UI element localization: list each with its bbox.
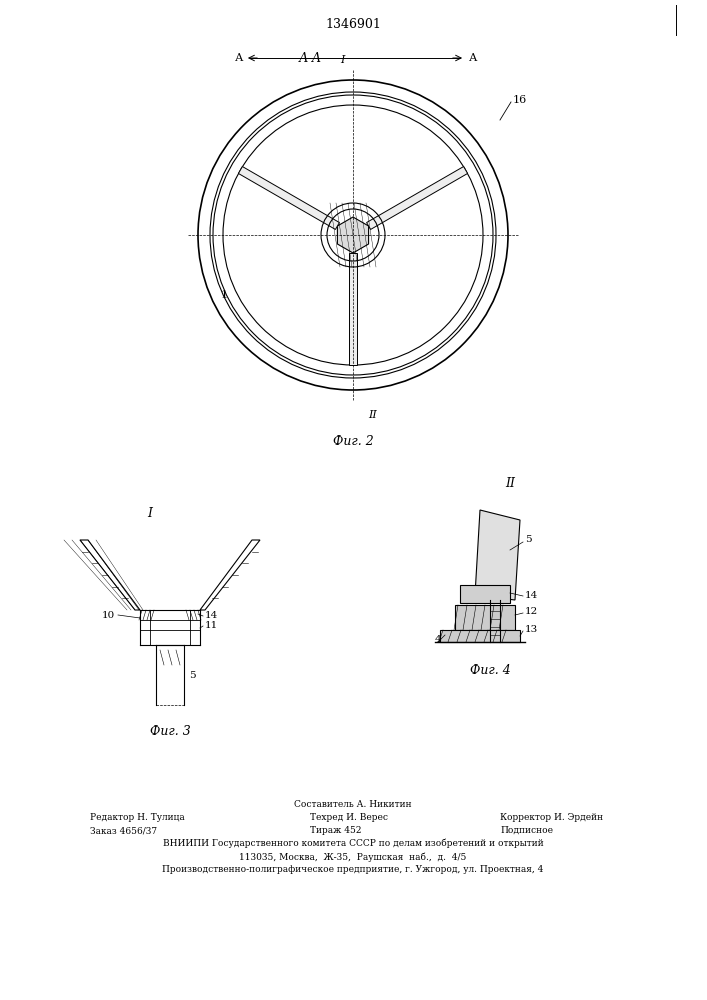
Bar: [440, 630, 520, 642]
Text: Редактор Н. Тулица: Редактор Н. Тулица: [90, 813, 185, 822]
Text: Фиг. 4: Фиг. 4: [469, 664, 510, 677]
Text: II: II: [505, 477, 515, 490]
Text: А-А: А-А: [298, 52, 322, 65]
Text: 5: 5: [189, 670, 196, 680]
Text: Заказ 4656/37: Заказ 4656/37: [90, 826, 157, 835]
Text: 12: 12: [525, 607, 538, 616]
Text: 13: 13: [525, 626, 538, 635]
Bar: [455, 605, 515, 630]
Polygon shape: [349, 253, 357, 365]
Polygon shape: [475, 510, 520, 600]
Text: Производственно-полиграфическое предприятие, г. Ужгород, ул. Проектная, 4: Производственно-полиграфическое предприя…: [163, 865, 544, 874]
Text: Подписное: Подписное: [500, 826, 553, 835]
Text: Составитель А. Никитин: Составитель А. Никитин: [294, 800, 411, 809]
Text: 14: 14: [205, 610, 218, 619]
Polygon shape: [367, 167, 467, 229]
Text: 10: 10: [102, 610, 115, 619]
Text: 1: 1: [221, 290, 228, 300]
Text: 1346901: 1346901: [325, 18, 381, 31]
Text: Фиг. 3: Фиг. 3: [150, 725, 190, 738]
Text: ВНИИПИ Государственного комитета СССР по делам изобретений и открытий: ВНИИПИ Государственного комитета СССР по…: [163, 839, 544, 848]
Text: А: А: [235, 53, 243, 63]
Text: I: I: [148, 507, 153, 520]
Text: I: I: [341, 55, 345, 65]
Text: А: А: [469, 53, 477, 63]
Text: 4: 4: [435, 636, 442, 645]
Polygon shape: [200, 540, 260, 610]
Text: 5: 5: [525, 536, 532, 544]
Text: 16: 16: [513, 95, 527, 105]
Text: Техред И. Верес: Техред И. Верес: [310, 813, 388, 822]
Text: Тираж 452: Тираж 452: [310, 826, 361, 835]
Text: 14: 14: [525, 590, 538, 599]
Polygon shape: [337, 217, 368, 253]
Text: 11: 11: [205, 620, 218, 630]
Polygon shape: [238, 167, 339, 229]
Text: 113035, Москва,  Ж-35,  Раушская  наб.,  д.  4/5: 113035, Москва, Ж-35, Раушская наб., д. …: [239, 852, 467, 861]
Bar: [460, 585, 510, 603]
Text: Фиг. 2: Фиг. 2: [332, 435, 373, 448]
Text: II: II: [368, 410, 377, 420]
Polygon shape: [80, 540, 140, 610]
Text: Корректор И. Эрдейн: Корректор И. Эрдейн: [500, 813, 603, 822]
